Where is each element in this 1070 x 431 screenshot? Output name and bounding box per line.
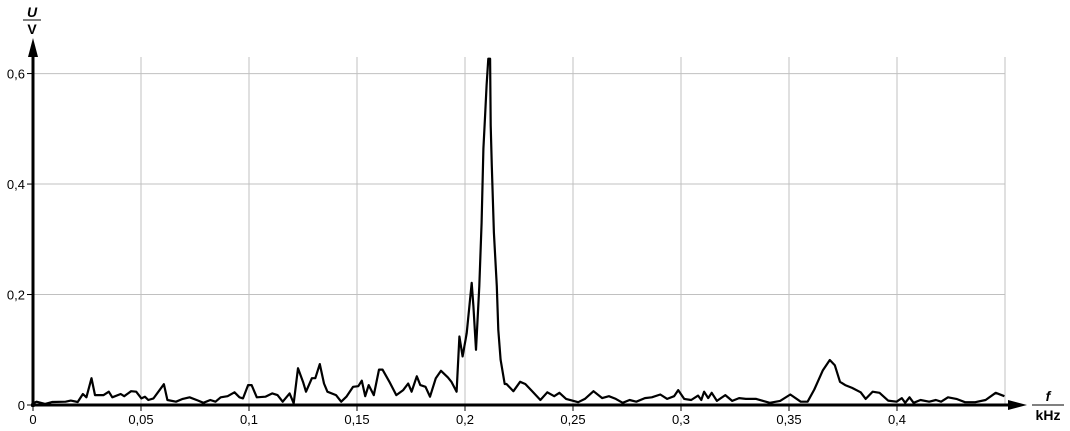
y-tick-label: 0,2	[7, 288, 25, 303]
x-tick-label: 0,35	[776, 412, 801, 427]
x-tick-label: 0,3	[672, 412, 690, 427]
x-tick-label: 0,15	[344, 412, 369, 427]
x-tick-label: 0,05	[128, 412, 153, 427]
ticks: 0 0,05 0,1 0,15 0,2 0,25 0,3 0,35 0,4 0 0,2 0,4 0,6	[7, 67, 906, 427]
y-axis-label: U V	[23, 4, 41, 37]
x-axis-arrow	[1008, 400, 1027, 410]
x-tick-label: 0,25	[560, 412, 585, 427]
y-axis-symbol: U	[27, 4, 38, 20]
x-axis-symbol: f	[1046, 388, 1052, 404]
x-tick-label: 0,4	[888, 412, 906, 427]
x-tick-label: 0,2	[456, 412, 474, 427]
y-tick-label: 0,6	[7, 67, 25, 82]
y-tick-label: 0	[18, 398, 25, 413]
y-axis-unit: V	[27, 21, 37, 37]
grid	[33, 57, 1006, 405]
x-axis-label: f kHz	[1032, 388, 1064, 423]
axes	[28, 38, 1027, 410]
series-line	[32, 57, 1005, 405]
y-axis-arrow	[28, 38, 38, 57]
y-tick-label: 0,4	[7, 177, 25, 192]
x-axis-unit: kHz	[1036, 407, 1061, 423]
x-tick-label: 0	[29, 412, 36, 427]
x-tick-label: 0,1	[240, 412, 258, 427]
